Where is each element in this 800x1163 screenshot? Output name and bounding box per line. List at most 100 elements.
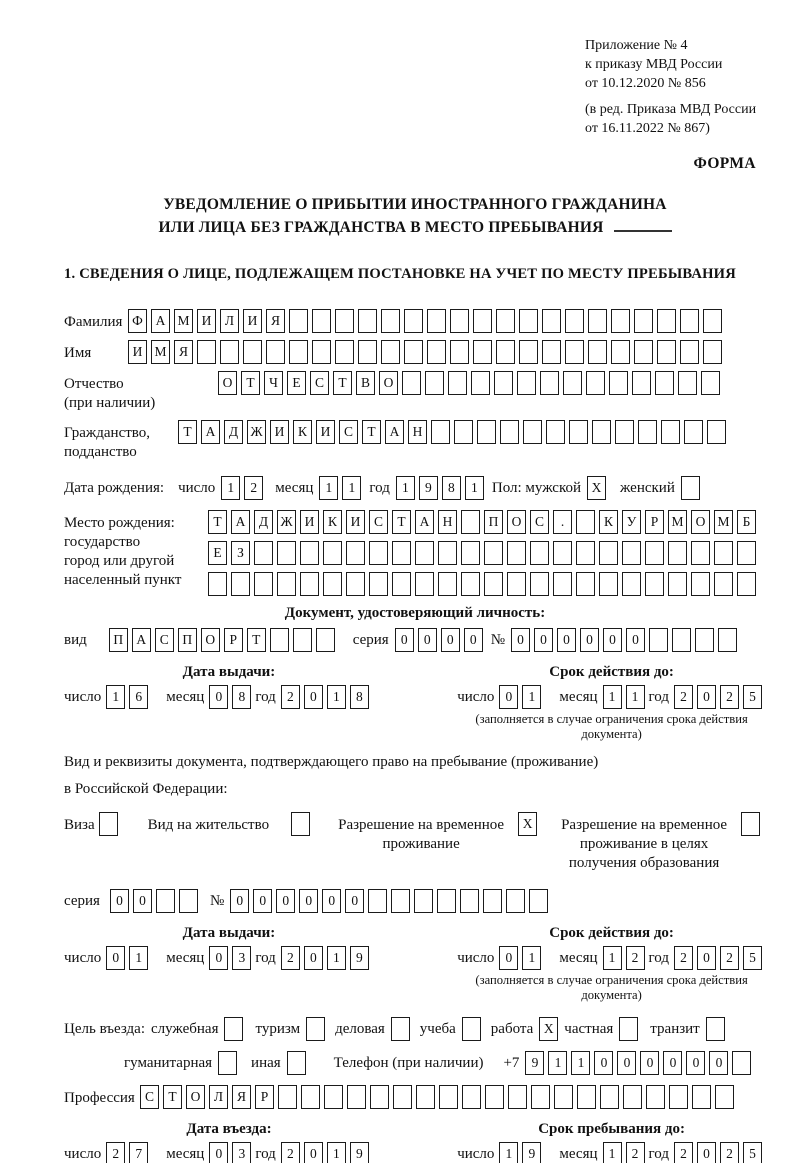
char-box[interactable]: [461, 1017, 481, 1041]
char-box[interactable]: 2: [720, 946, 739, 970]
purpose-official-checkbox[interactable]: [224, 1017, 247, 1041]
purpose-work-checkbox[interactable]: X: [539, 1017, 562, 1041]
char-box[interactable]: 0: [209, 1142, 229, 1163]
char-box[interactable]: П: [177, 628, 197, 652]
char-box[interactable]: 0: [463, 628, 483, 652]
char-box[interactable]: [517, 371, 536, 395]
char-box[interactable]: 0: [253, 889, 273, 913]
char-box[interactable]: [390, 1017, 410, 1041]
char-box[interactable]: [507, 572, 526, 596]
char-box[interactable]: [669, 1085, 688, 1109]
char-box[interactable]: 0: [663, 1051, 683, 1075]
char-box[interactable]: И: [316, 420, 335, 444]
char-box[interactable]: 0: [209, 685, 229, 709]
char-box[interactable]: Р: [223, 628, 243, 652]
char-box[interactable]: [691, 572, 710, 596]
char-box[interactable]: [324, 1085, 343, 1109]
purpose-humanitarian-checkbox[interactable]: [218, 1051, 241, 1075]
char-box[interactable]: Т: [178, 420, 197, 444]
char-box[interactable]: 6: [129, 685, 149, 709]
char-box[interactable]: [346, 572, 365, 596]
char-box[interactable]: .: [553, 510, 572, 534]
char-box[interactable]: 0: [417, 628, 437, 652]
char-box[interactable]: [668, 572, 687, 596]
char-box[interactable]: [254, 541, 273, 565]
char-box[interactable]: [586, 371, 605, 395]
char-box[interactable]: 1: [522, 685, 542, 709]
char-box[interactable]: А: [231, 510, 250, 534]
char-box[interactable]: [266, 340, 285, 364]
char-box[interactable]: [703, 340, 722, 364]
temp-permit-edu-checkbox[interactable]: [741, 812, 764, 836]
char-box[interactable]: [531, 1085, 550, 1109]
char-box[interactable]: С: [339, 420, 358, 444]
char-box[interactable]: [611, 340, 630, 364]
char-box[interactable]: [289, 309, 308, 333]
purpose-study-checkbox[interactable]: [461, 1017, 485, 1041]
char-box[interactable]: [392, 541, 411, 565]
char-box[interactable]: С: [310, 371, 329, 395]
char-box[interactable]: [402, 371, 421, 395]
char-box[interactable]: [483, 889, 503, 913]
char-box[interactable]: [684, 420, 703, 444]
char-box[interactable]: 0: [322, 889, 342, 913]
char-box[interactable]: Б: [737, 510, 756, 534]
char-box[interactable]: Н: [408, 420, 427, 444]
char-box[interactable]: М: [714, 510, 733, 534]
purpose-business-checkbox[interactable]: [390, 1017, 414, 1041]
char-box[interactable]: [243, 340, 262, 364]
char-box[interactable]: 0: [230, 889, 250, 913]
char-box[interactable]: 1: [548, 1051, 568, 1075]
char-box[interactable]: 5: [743, 685, 762, 709]
char-box[interactable]: [714, 572, 733, 596]
char-box[interactable]: X: [587, 476, 607, 500]
char-box[interactable]: Т: [333, 371, 352, 395]
char-box[interactable]: Ч: [264, 371, 283, 395]
char-box[interactable]: 2: [674, 685, 693, 709]
char-box[interactable]: Т: [246, 628, 266, 652]
char-box[interactable]: [705, 1017, 725, 1041]
char-box[interactable]: [718, 628, 737, 652]
char-box[interactable]: 0: [440, 628, 460, 652]
char-box[interactable]: 0: [394, 628, 414, 652]
char-box[interactable]: [553, 541, 572, 565]
char-box[interactable]: [672, 628, 691, 652]
char-box[interactable]: [300, 572, 319, 596]
char-box[interactable]: Ж: [247, 420, 266, 444]
char-box[interactable]: И: [243, 309, 262, 333]
char-box[interactable]: [588, 309, 607, 333]
char-box[interactable]: [680, 476, 700, 500]
char-box[interactable]: О: [507, 510, 526, 534]
char-box[interactable]: И: [346, 510, 365, 534]
char-box[interactable]: 8: [349, 685, 369, 709]
char-box[interactable]: Т: [241, 371, 260, 395]
char-box[interactable]: [646, 1085, 665, 1109]
char-box[interactable]: 0: [709, 1051, 729, 1075]
purpose-other-checkbox[interactable]: [286, 1051, 310, 1075]
char-box[interactable]: [448, 371, 467, 395]
char-box[interactable]: А: [151, 309, 170, 333]
char-box[interactable]: [530, 541, 549, 565]
char-box[interactable]: [622, 572, 641, 596]
char-box[interactable]: М: [668, 510, 687, 534]
char-box[interactable]: [404, 309, 423, 333]
char-box[interactable]: 1: [522, 946, 542, 970]
char-box[interactable]: [588, 340, 607, 364]
char-box[interactable]: Ф: [128, 309, 147, 333]
char-box[interactable]: В: [356, 371, 375, 395]
char-box[interactable]: [645, 572, 664, 596]
sex-female-checkbox[interactable]: [680, 476, 704, 500]
char-box[interactable]: 0: [106, 946, 126, 970]
